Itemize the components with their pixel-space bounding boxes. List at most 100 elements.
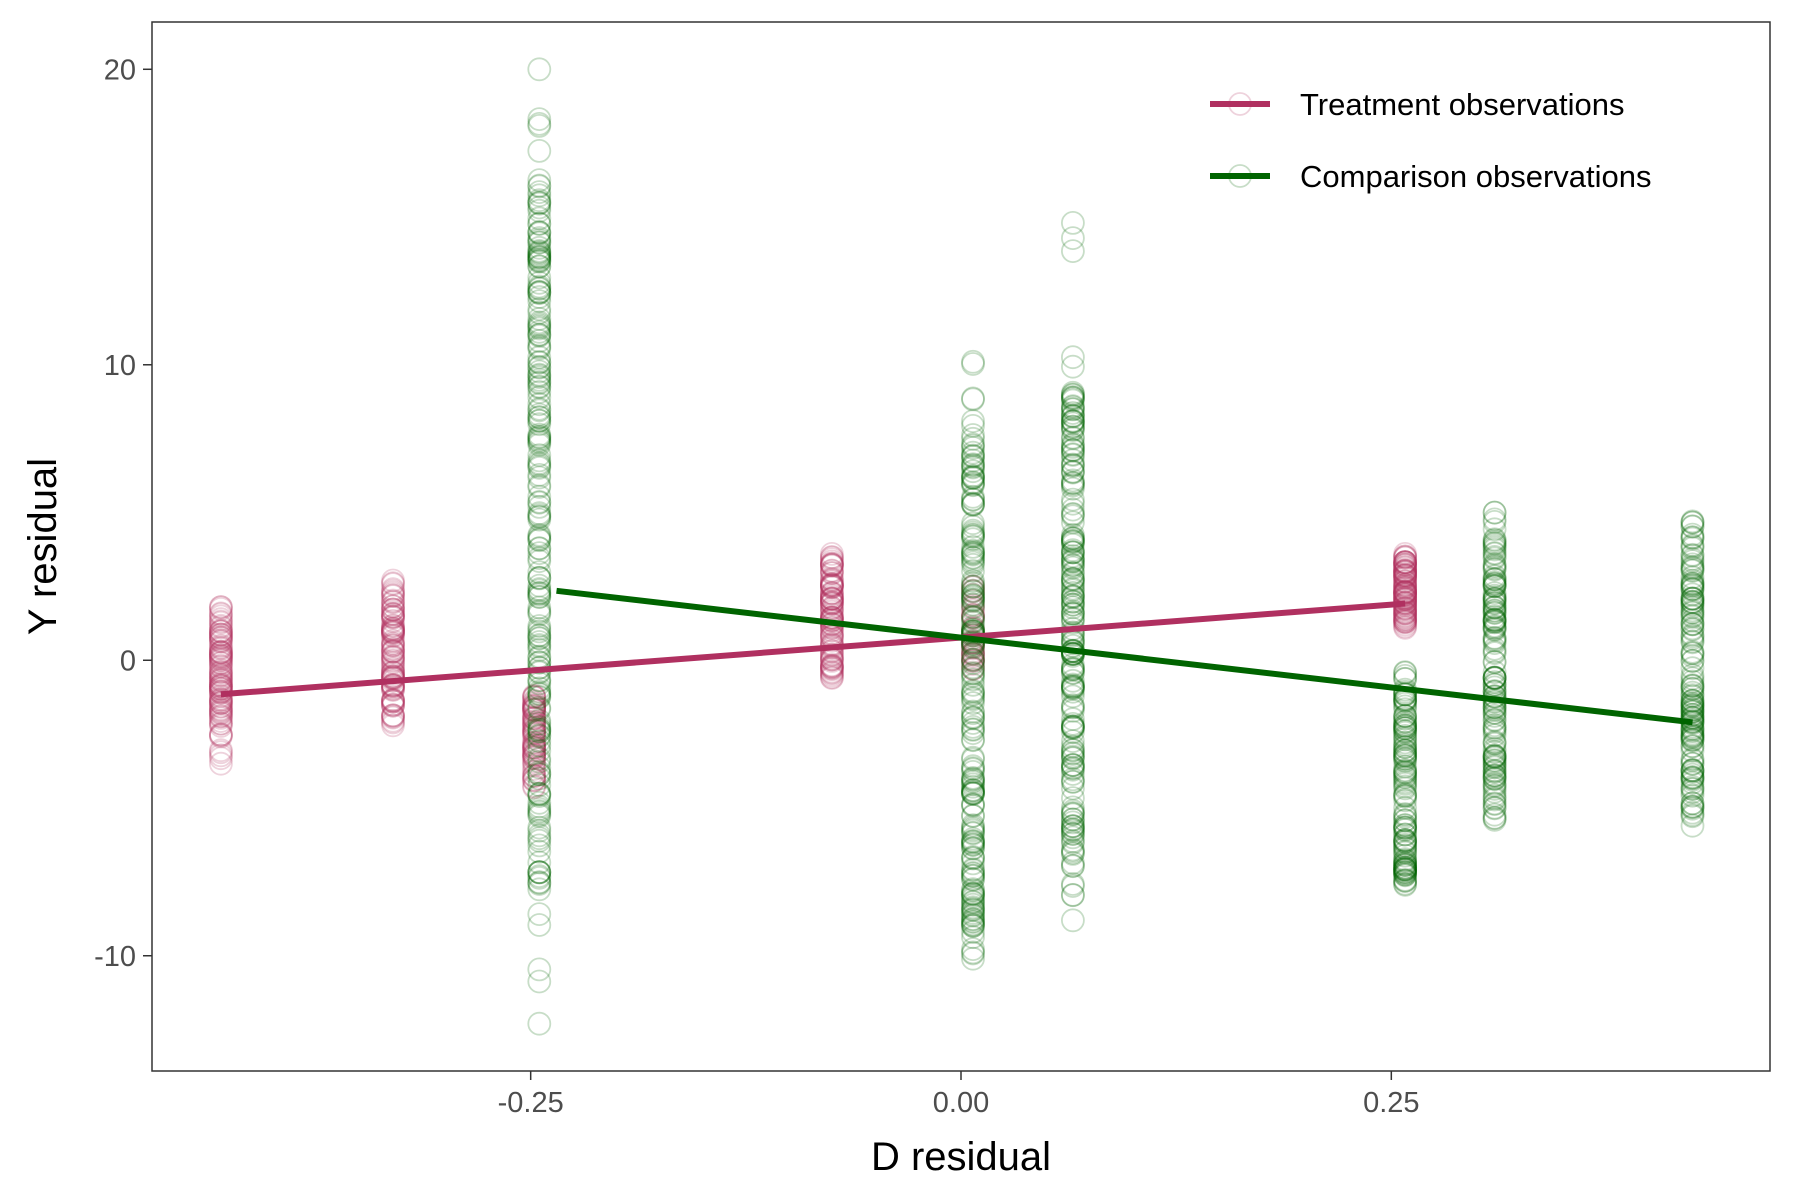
data-point [527,350,552,375]
data-point [961,914,985,938]
data-point [522,684,546,709]
data-point [1680,765,1705,790]
data-point [1393,868,1417,892]
data-point [527,240,552,264]
data-point [961,727,985,752]
data-point [1482,600,1507,625]
data-point [1680,780,1705,804]
data-point [527,276,552,301]
data-point [1061,549,1085,574]
data-point [961,535,985,559]
data-point [1680,758,1705,783]
data-point [1061,830,1085,855]
data-point [1061,529,1085,554]
data-point [961,846,985,870]
data-point [961,423,985,447]
data-point [527,582,552,607]
data-point [820,553,844,578]
data-point [527,719,552,744]
data-point [1393,713,1417,738]
data-point [1680,582,1705,607]
data-point [961,913,985,937]
data-point [820,654,844,679]
data-point [1680,629,1705,654]
data-point [1061,825,1085,850]
data-point [527,766,552,791]
data-point [1393,563,1417,587]
data-point [1061,566,1085,591]
data-point [1393,608,1417,632]
data-point [1393,697,1417,722]
data-point [1393,754,1417,779]
data-point [1482,566,1507,591]
data-point [381,571,405,596]
data-point [820,586,844,611]
data-point [961,909,985,934]
data-point [208,673,233,698]
data-point [1482,614,1507,638]
data-point [1680,674,1705,698]
data-point [1680,640,1705,664]
data-point [1393,605,1417,630]
data-point [522,710,546,735]
data-point [820,591,844,616]
data-point [1061,345,1085,370]
data-point [1061,566,1085,591]
data-point [527,425,552,450]
x-axis-title: D residual [871,1135,1051,1179]
data-point [961,487,985,512]
data-point [820,551,844,576]
data-point [1482,545,1507,569]
data-point [527,230,552,255]
data-point [1393,853,1417,877]
data-point [1680,590,1705,615]
data-point [1482,650,1507,674]
data-point [527,349,552,374]
data-point [1680,702,1705,727]
data-point [381,631,405,655]
data-point [208,697,233,722]
data-point [527,319,552,344]
data-point [961,652,985,676]
data-point [1061,476,1085,501]
data-point [1393,836,1417,860]
data-point [961,542,985,567]
data-point [1482,795,1507,820]
data-point [1482,703,1507,728]
data-point [820,590,844,615]
data-point [961,435,985,460]
data-point [522,693,546,717]
data-point [961,464,985,489]
data-point [1393,742,1417,767]
data-point [1482,787,1507,812]
data-point [522,764,546,789]
data-point [1061,226,1085,251]
data-point [961,455,985,480]
data-point [1482,500,1507,525]
data-point [1393,579,1417,604]
data-point [1061,661,1085,686]
data-point [381,692,405,717]
data-point [381,632,405,657]
data-point [1061,528,1085,553]
data-point [527,617,552,641]
data-point [381,664,405,689]
data-point [527,507,552,532]
data-point [527,489,552,514]
data-point [961,813,985,838]
data-point [1482,771,1507,796]
data-point [820,549,844,574]
data-point [527,865,552,890]
data-point [961,925,985,949]
data-point [961,647,985,672]
data-point [1061,540,1085,565]
data-point [1482,574,1507,599]
data-point [961,540,985,564]
data-point [527,501,552,526]
data-point [820,552,844,577]
data-point [1061,698,1085,723]
data-point [527,249,552,274]
data-point [1482,618,1507,642]
data-point [820,589,844,614]
data-point [1482,744,1507,769]
